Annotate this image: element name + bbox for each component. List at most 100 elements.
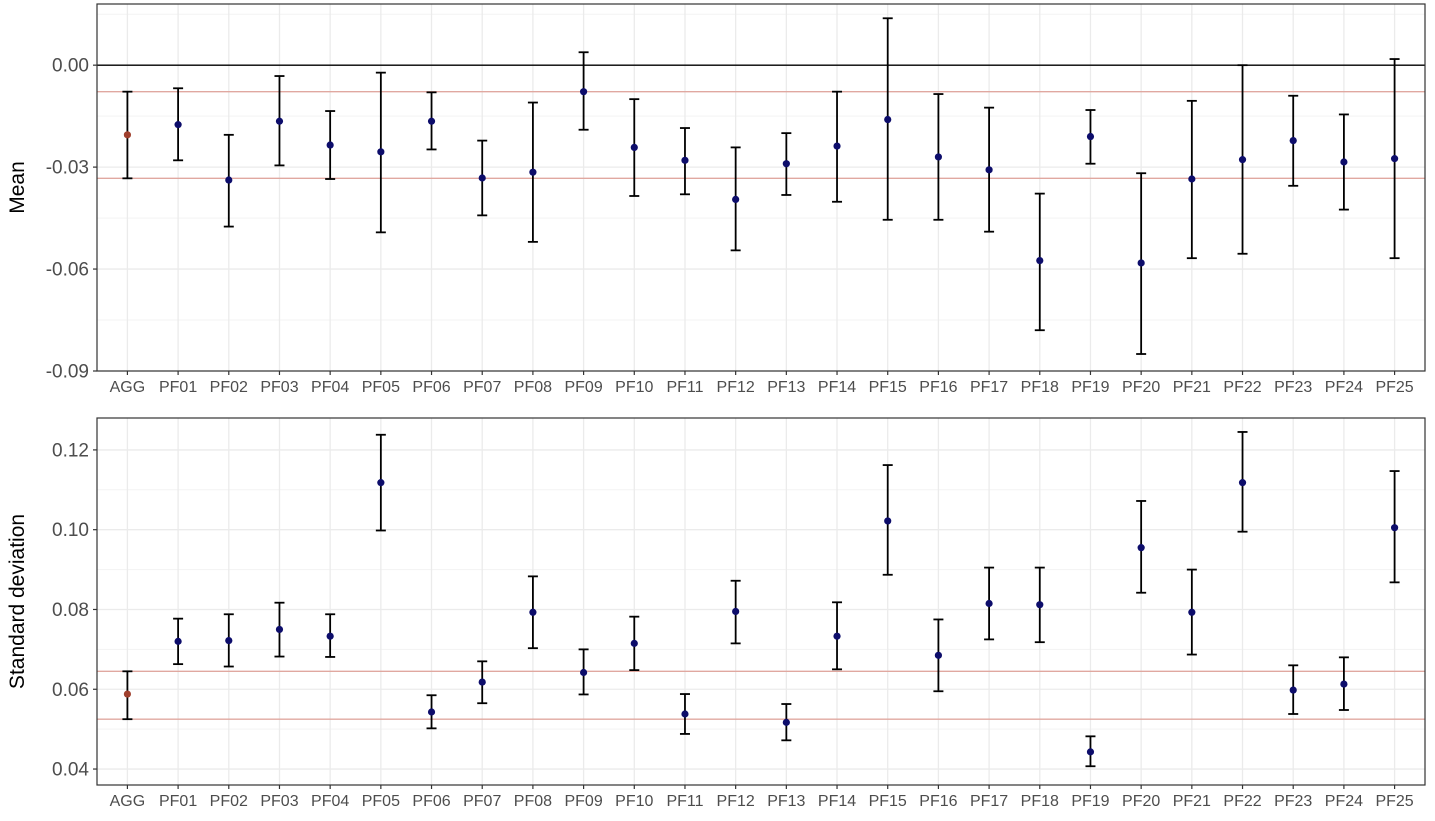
errorbar-agg <box>122 670 133 721</box>
x-tick-label: PF02 <box>210 793 248 810</box>
x-tick-label: PF03 <box>260 379 298 396</box>
errorbar-pf22 <box>1237 64 1248 255</box>
errorbar-pf07 <box>477 660 488 705</box>
errorbar-pf24 <box>1338 656 1349 711</box>
x-tick-label: PF20 <box>1122 793 1160 810</box>
data-point-pf08 <box>529 168 537 176</box>
data-point-pf18 <box>1036 256 1044 265</box>
y-tick-label: 0.12 <box>52 440 89 461</box>
data-point-pf04 <box>326 632 334 640</box>
x-tick-label: PF12 <box>717 379 755 396</box>
y-tick-label: -0.09 <box>46 362 89 383</box>
errorbar-pf02 <box>223 133 234 228</box>
x-tick-label: PF13 <box>767 379 805 396</box>
errorbar-pf20 <box>1136 172 1147 355</box>
panel-1: 0.00 -0.03 -0.06 -0.09 AGG PF01 PF02 PF03 PF04 PF… <box>6 3 1426 396</box>
errorbar-pf25 <box>1389 470 1400 584</box>
x-tick-label: PF09 <box>564 379 602 396</box>
x-tick-label: PF22 <box>1223 379 1261 396</box>
x-tick-label: PF24 <box>1325 793 1363 810</box>
x-tick-label: PF14 <box>818 379 856 396</box>
data-point-pf06 <box>427 117 436 125</box>
errorbar-pf16 <box>933 618 944 693</box>
errorbar-pf19 <box>1085 735 1096 768</box>
data-point-pf13 <box>782 160 790 168</box>
x-tick-label: PF15 <box>869 793 907 810</box>
x-tick-label: PF07 <box>463 793 501 810</box>
x-tick-label: PF04 <box>311 379 349 396</box>
data-point-pf07 <box>478 174 486 182</box>
x-tick-label: PF02 <box>210 379 248 396</box>
errorbar-pf06 <box>426 91 437 151</box>
panel-border <box>96 3 1426 372</box>
errorbar-pf14 <box>832 90 843 203</box>
x-tick-label: PF17 <box>970 793 1008 810</box>
data-point-agg <box>123 690 132 698</box>
data-point-pf12 <box>732 195 740 203</box>
data-point-pf17 <box>985 599 993 608</box>
errorbar-pf09 <box>578 51 589 131</box>
data-point-pf11 <box>681 156 689 164</box>
errorbar-pf12 <box>730 146 741 252</box>
x-tick-label: PF16 <box>919 793 957 810</box>
errorbar-pf10 <box>629 615 640 672</box>
x-tick-label: PF04 <box>311 793 349 810</box>
errorbar-agg <box>122 90 133 180</box>
y-tick-label: -0.03 <box>46 158 89 179</box>
data-point-pf01 <box>174 121 182 129</box>
x-tick-label: PF25 <box>1375 793 1413 810</box>
plot-background <box>97 4 1425 371</box>
data-point-agg <box>123 131 132 139</box>
x-tick-label: PF12 <box>717 793 755 810</box>
x-tick-label: PF22 <box>1223 793 1261 810</box>
data-point-pf18 <box>1036 601 1044 609</box>
data-point-pf04 <box>326 141 334 149</box>
y-tick-label: 0.00 <box>52 56 89 77</box>
data-point-pf09 <box>579 668 588 677</box>
y-tick-label: 0.08 <box>52 600 89 621</box>
data-point-pf12 <box>732 607 740 616</box>
errorbar-pf17 <box>984 106 995 233</box>
x-tick-label: PF09 <box>564 793 602 810</box>
data-point-pf09 <box>579 88 588 96</box>
x-tick-label: PF20 <box>1122 379 1160 396</box>
errorbar-pf18 <box>1034 566 1045 644</box>
x-tick-label: PF11 <box>666 793 703 810</box>
data-point-pf10 <box>630 143 638 152</box>
x-tick-label: PF06 <box>412 793 450 810</box>
data-point-pf02 <box>225 176 233 184</box>
x-tick-label: PF16 <box>919 379 957 396</box>
data-point-pf02 <box>225 636 233 645</box>
data-point-pf07 <box>478 678 486 686</box>
errorbar-pf16 <box>933 93 944 221</box>
data-point-pf20 <box>1137 544 1145 552</box>
x-tick-label: PF14 <box>818 793 856 810</box>
data-point-pf08 <box>529 608 537 616</box>
data-point-pf16 <box>934 153 943 161</box>
data-point-pf21 <box>1188 175 1196 183</box>
errorbar-pf25 <box>1389 58 1400 260</box>
data-point-pf19 <box>1086 748 1095 756</box>
x-tick-label: PF05 <box>362 379 400 396</box>
errorbar-pf23 <box>1288 94 1299 187</box>
errorbar-pf08 <box>527 101 538 243</box>
data-point-pf05 <box>377 479 385 487</box>
panel-border <box>96 417 1426 786</box>
errorbar-pf02 <box>223 613 234 668</box>
errorbar-pf20 <box>1136 500 1147 594</box>
errorbar-pf14 <box>832 601 843 671</box>
errorbar-pf09 <box>578 648 589 696</box>
x-tick-label: PF21 <box>1173 379 1211 396</box>
errorbar-pf21 <box>1186 99 1197 260</box>
errorbar-pf17 <box>984 566 995 641</box>
data-point-pf11 <box>681 710 689 718</box>
x-tick-label: PF19 <box>1071 793 1109 810</box>
errorbar-pf22 <box>1237 431 1248 533</box>
data-point-pf25 <box>1390 155 1399 163</box>
y-tick-label: 0.10 <box>52 520 89 541</box>
errorbar-pf11 <box>679 693 690 735</box>
data-point-pf05 <box>377 148 385 156</box>
x-tick-label: PF23 <box>1274 379 1312 396</box>
data-point-pf24 <box>1340 680 1348 688</box>
